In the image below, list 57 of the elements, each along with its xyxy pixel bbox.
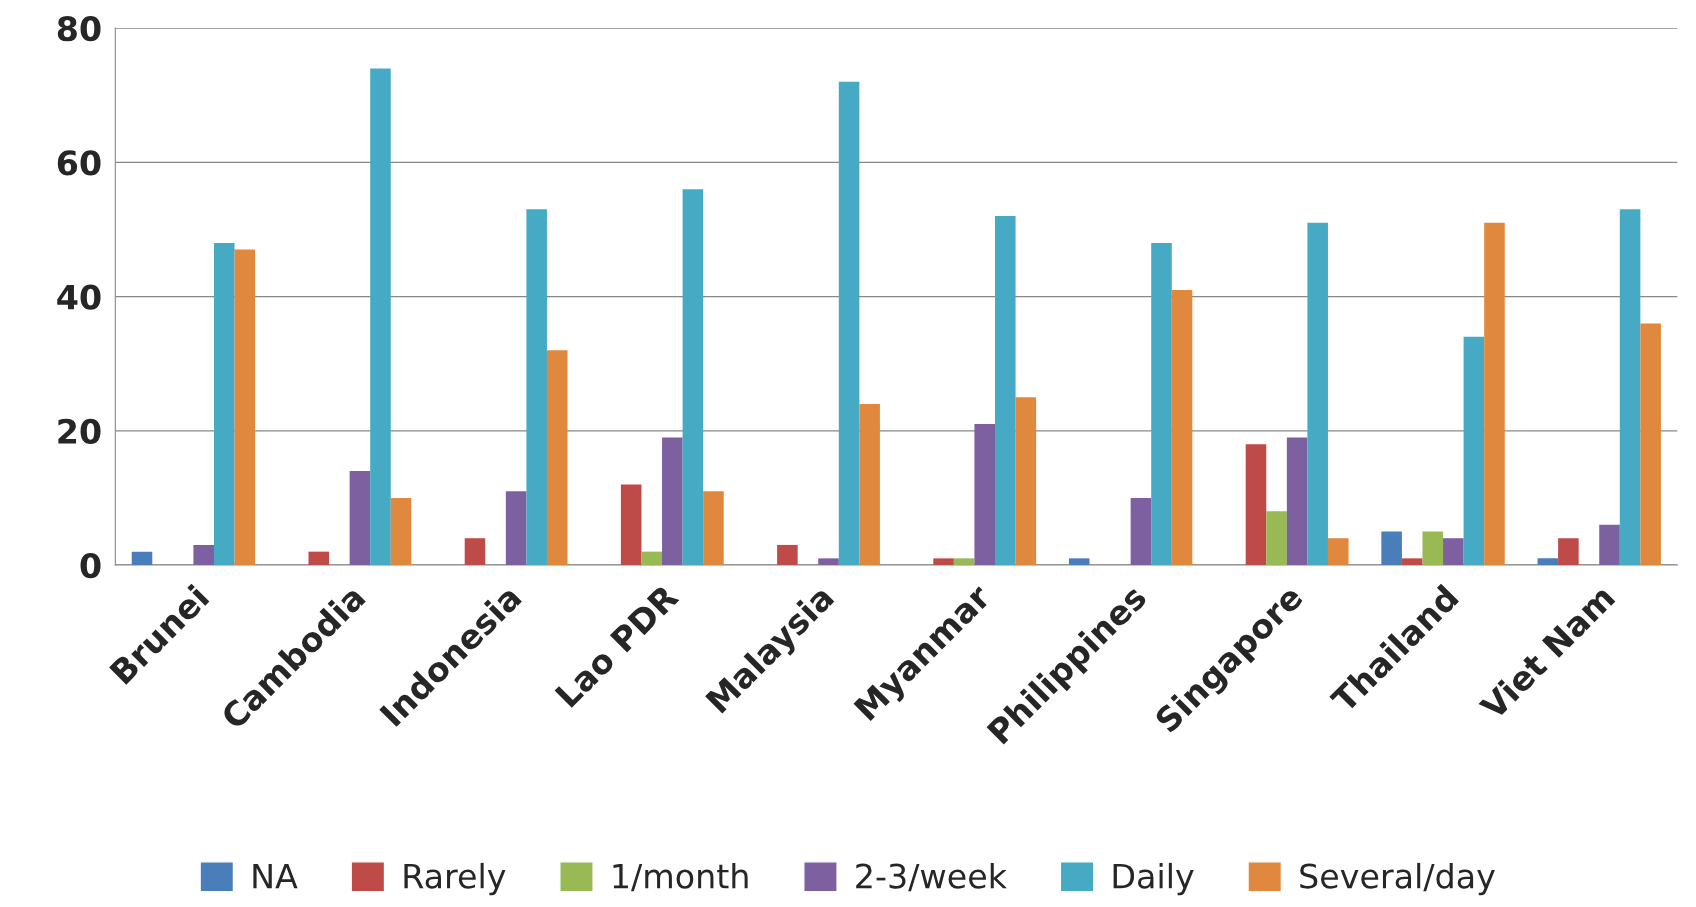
- legend-label: Rarely: [404, 862, 506, 896]
- bar: [1327, 538, 1349, 566]
- bar: [1619, 209, 1641, 566]
- bar: [526, 209, 547, 566]
- bar: [214, 242, 235, 566]
- bar: [1130, 497, 1152, 566]
- bar: [1171, 289, 1193, 566]
- bar: [974, 424, 995, 566]
- legend-label: 2-3/week: [856, 862, 1007, 892]
- bar: [662, 437, 683, 566]
- legend-label: 1/month: [613, 862, 748, 892]
- bar: [859, 403, 880, 566]
- y-tick-label: 80: [57, 16, 101, 42]
- bar: [1015, 397, 1037, 566]
- bar: [370, 68, 391, 566]
- bar: [1151, 242, 1172, 566]
- bar: [390, 497, 412, 566]
- bar: [777, 544, 798, 566]
- bar: [1599, 524, 1620, 566]
- bar: [1537, 558, 1559, 566]
- legend-label: Several/day: [1300, 862, 1495, 896]
- y-tick-label: 40: [57, 284, 101, 310]
- bar: [1443, 538, 1464, 566]
- bar: [234, 249, 256, 566]
- bar: [349, 471, 371, 566]
- bar: [1558, 538, 1579, 566]
- bar: [193, 544, 214, 566]
- bar: [1401, 558, 1423, 566]
- bar: [308, 551, 330, 566]
- bar: [641, 551, 663, 566]
- bar: [995, 216, 1016, 566]
- bar: [1245, 444, 1267, 566]
- bar: [818, 558, 839, 566]
- bar: [1381, 531, 1402, 566]
- bar: [838, 81, 860, 566]
- y-tick-label: 20: [58, 418, 101, 444]
- bar: [1484, 222, 1505, 566]
- bar: [953, 558, 975, 566]
- bar: [1266, 511, 1287, 566]
- bar: [546, 350, 568, 566]
- bar: [1068, 558, 1090, 566]
- bar: [1286, 437, 1308, 566]
- bar: [1307, 222, 1328, 566]
- bar: [505, 491, 527, 566]
- bar: [682, 189, 704, 566]
- bar: [1640, 323, 1661, 566]
- legend-label: Daily: [1113, 862, 1194, 896]
- bar: [620, 484, 642, 566]
- y-tick-label: 0: [80, 552, 101, 579]
- bar: [131, 551, 153, 566]
- bar: [1463, 336, 1485, 566]
- bar: [933, 558, 954, 566]
- y-tick-label: 60: [57, 150, 101, 176]
- legend-label: NA: [253, 863, 298, 889]
- bar: [703, 491, 724, 566]
- bar: [1422, 531, 1444, 566]
- bar: [464, 538, 486, 566]
